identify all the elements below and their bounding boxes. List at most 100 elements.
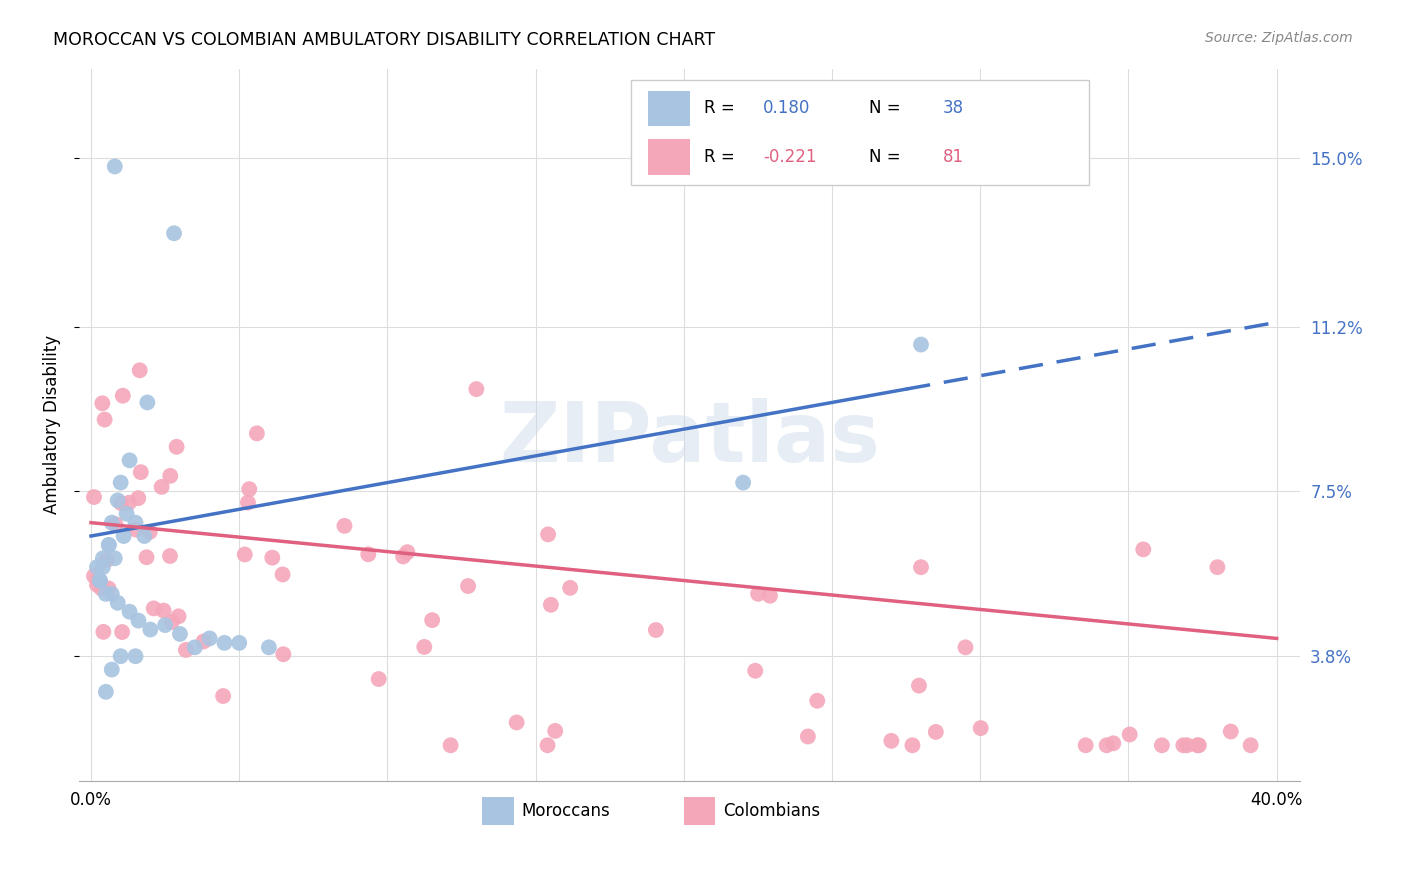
Point (128, 363, 150, 377)
Point (970, 721, 993, 735)
Point (413, 640, 436, 654)
Point (111, 625, 134, 640)
Point (97, 538, 120, 552)
Point (153, 618, 176, 632)
Point (560, 581, 582, 595)
Point (1175, 739, 1198, 753)
Point (118, 605, 141, 619)
Point (94, 685, 117, 699)
Point (110, 496, 132, 510)
Point (110, 475, 132, 490)
Point (135, 550, 157, 565)
Point (505, 715, 527, 730)
Point (89, 574, 111, 588)
Point (174, 643, 197, 657)
Point (537, 527, 560, 541)
Bar (683, 797, 716, 825)
Point (536, 739, 558, 753)
Point (457, 579, 479, 593)
Text: MOROCCAN VS COLOMBIAN AMBULATORY DISABILITY CORRELATION CHART: MOROCCAN VS COLOMBIAN AMBULATORY DISABIL… (53, 31, 716, 49)
Point (93, 412, 115, 426)
Point (880, 734, 903, 748)
Point (139, 623, 162, 637)
Text: Source: ZipAtlas.com: Source: ZipAtlas.com (1205, 31, 1353, 45)
Point (228, 636, 250, 650)
Point (83, 569, 105, 583)
Point (233, 548, 256, 562)
Point (159, 549, 181, 563)
Text: N =: N = (869, 99, 907, 118)
Point (86, 560, 108, 574)
Point (127, 614, 149, 628)
Point (104, 551, 127, 566)
Point (86, 578, 108, 592)
Point (1102, 736, 1125, 750)
Bar (648, 139, 690, 175)
Point (138, 524, 160, 539)
Point (1187, 739, 1209, 753)
Text: R =: R = (704, 99, 741, 118)
Point (167, 609, 190, 624)
Point (104, 517, 127, 532)
Point (644, 623, 666, 637)
Text: -0.221: -0.221 (763, 148, 817, 166)
Point (111, 389, 134, 403)
Point (238, 482, 260, 496)
Point (107, 493, 129, 508)
Point (1188, 739, 1211, 753)
Point (465, 382, 488, 396)
Point (159, 468, 181, 483)
Point (118, 453, 141, 467)
Point (115, 507, 138, 521)
Point (97, 582, 120, 596)
Point (107, 596, 129, 610)
Text: ZIPatlas: ZIPatlas (499, 399, 880, 480)
Text: N =: N = (869, 148, 907, 166)
Point (540, 598, 562, 612)
Point (1173, 739, 1195, 753)
Point (96, 553, 118, 567)
Point (273, 647, 295, 661)
Point (214, 636, 236, 650)
Text: 38: 38 (942, 99, 963, 118)
Y-axis label: Ambulatory Disability: Ambulatory Disability (44, 335, 60, 515)
Point (193, 634, 215, 648)
Point (101, 587, 124, 601)
Point (955, 640, 977, 655)
Point (127, 491, 149, 505)
Point (134, 529, 156, 543)
Point (129, 465, 152, 479)
Point (271, 567, 294, 582)
Point (124, 649, 146, 664)
Point (104, 160, 127, 174)
Point (97, 538, 120, 552)
Point (166, 440, 188, 454)
Point (396, 545, 419, 559)
Point (420, 613, 443, 627)
Point (1074, 739, 1097, 753)
Point (759, 589, 782, 603)
Point (110, 649, 132, 664)
Point (212, 689, 235, 703)
Point (333, 519, 356, 533)
Text: Moroccans: Moroccans (522, 802, 610, 820)
Point (118, 496, 141, 510)
Point (257, 640, 280, 655)
Point (125, 523, 148, 537)
Point (91, 396, 114, 410)
Point (142, 601, 165, 615)
Point (733, 475, 755, 490)
Point (136, 395, 159, 409)
Point (910, 560, 932, 574)
Point (124, 516, 146, 530)
Point (160, 615, 183, 629)
Text: 0.180: 0.180 (763, 99, 810, 118)
Point (439, 739, 461, 753)
Text: R =: R = (704, 148, 741, 166)
Point (357, 547, 380, 561)
Point (112, 529, 135, 543)
Point (392, 549, 415, 564)
Point (90, 582, 112, 596)
Point (908, 679, 931, 693)
Point (1239, 739, 1261, 753)
